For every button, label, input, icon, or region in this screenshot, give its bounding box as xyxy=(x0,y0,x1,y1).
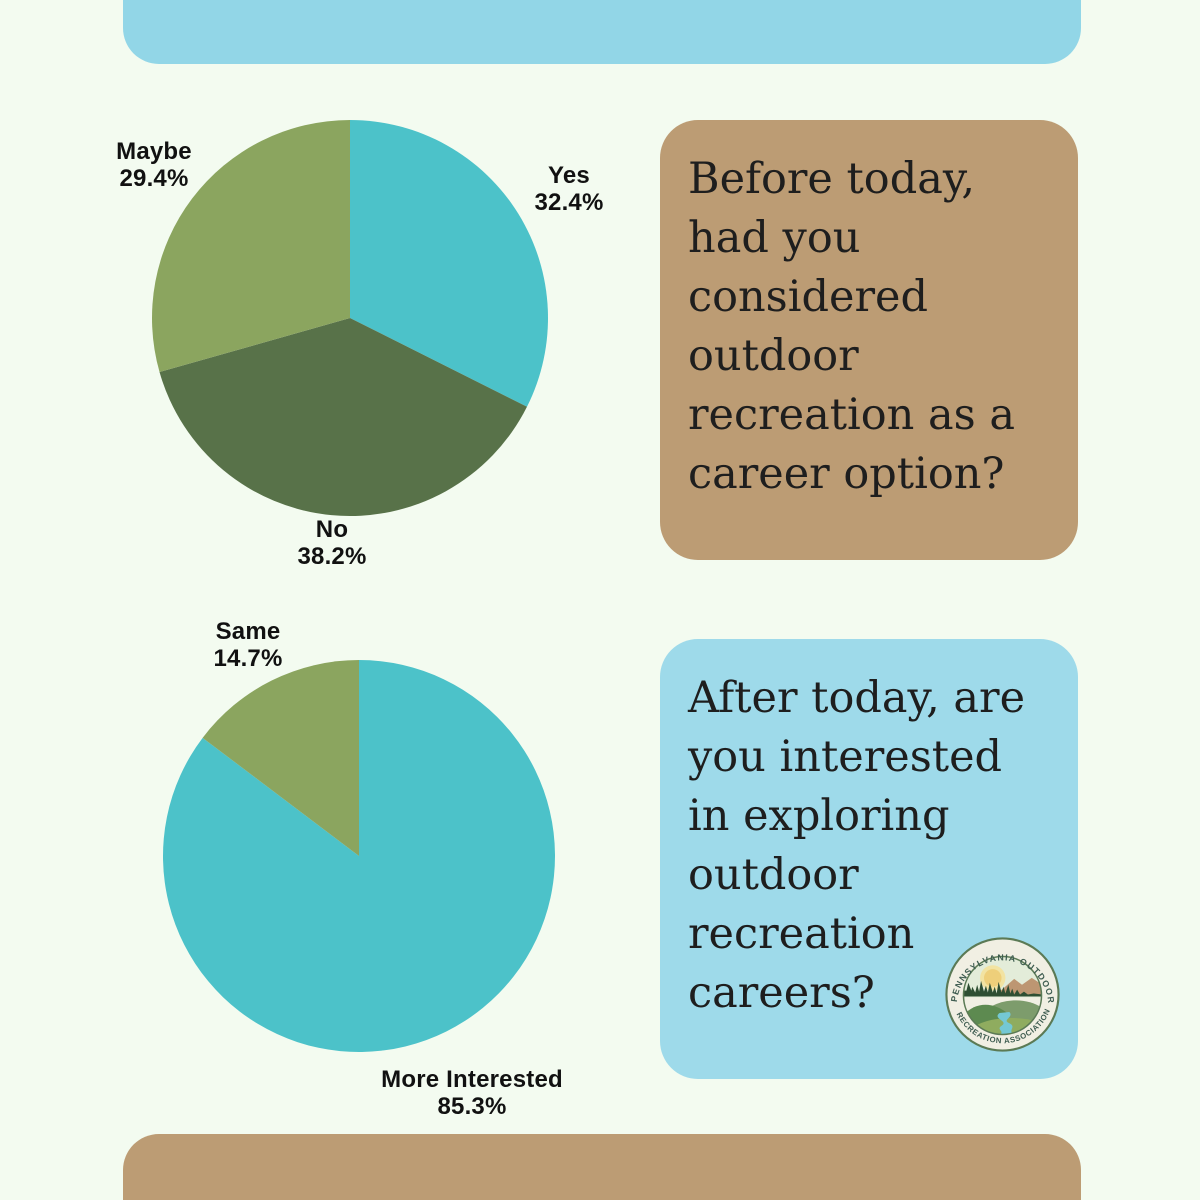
pie1-label-no: No 38.2% xyxy=(272,516,392,570)
pie-chart-after xyxy=(163,660,555,1052)
river-icon xyxy=(997,1012,1015,1035)
pie1-label-yes: Yes 32.4% xyxy=(509,162,629,216)
slice-percent: 32.4% xyxy=(534,189,604,216)
pie2-label-same: Same 14.7% xyxy=(188,618,308,672)
question-text-before: Before today, had you considered outdoor… xyxy=(688,154,1016,499)
slice-percent: 85.3% xyxy=(437,1093,507,1120)
slice-name: More Interested xyxy=(381,1066,563,1093)
pie-slice-same xyxy=(202,660,359,856)
slice-name: Same xyxy=(215,618,281,645)
sun-icon xyxy=(983,969,1002,987)
question-card-before: Before today, had you considered outdoor… xyxy=(660,120,1078,560)
pie2-label-more-interested: More Interested 85.3% xyxy=(352,1066,592,1120)
slice-name: Yes xyxy=(548,162,590,189)
pie-slice-yes xyxy=(350,120,548,407)
pie-slice-maybe xyxy=(151,120,350,373)
slice-percent: 29.4% xyxy=(119,165,189,192)
logo-landscape-scene xyxy=(963,956,1042,1035)
question-card-after: After today, are you interested in explo… xyxy=(660,639,1078,1079)
treeline-icon xyxy=(963,980,1042,997)
pie-slice-no xyxy=(159,318,527,516)
bottom-accent-bar xyxy=(123,1134,1081,1200)
slice-name: No xyxy=(315,516,349,543)
slice-name: Maybe xyxy=(116,138,192,165)
pora-logo: PENNSYLVANIA OUTDOOR RECREATION ASSOCIAT… xyxy=(945,937,1060,1052)
pie1-label-maybe: Maybe 29.4% xyxy=(94,138,214,192)
slice-percent: 38.2% xyxy=(297,543,367,570)
question-text-after: After today, are you interested in explo… xyxy=(688,673,1026,1018)
pie-chart-before xyxy=(151,120,548,516)
slice-percent: 14.7% xyxy=(213,645,283,672)
top-accent-bar xyxy=(123,0,1081,64)
